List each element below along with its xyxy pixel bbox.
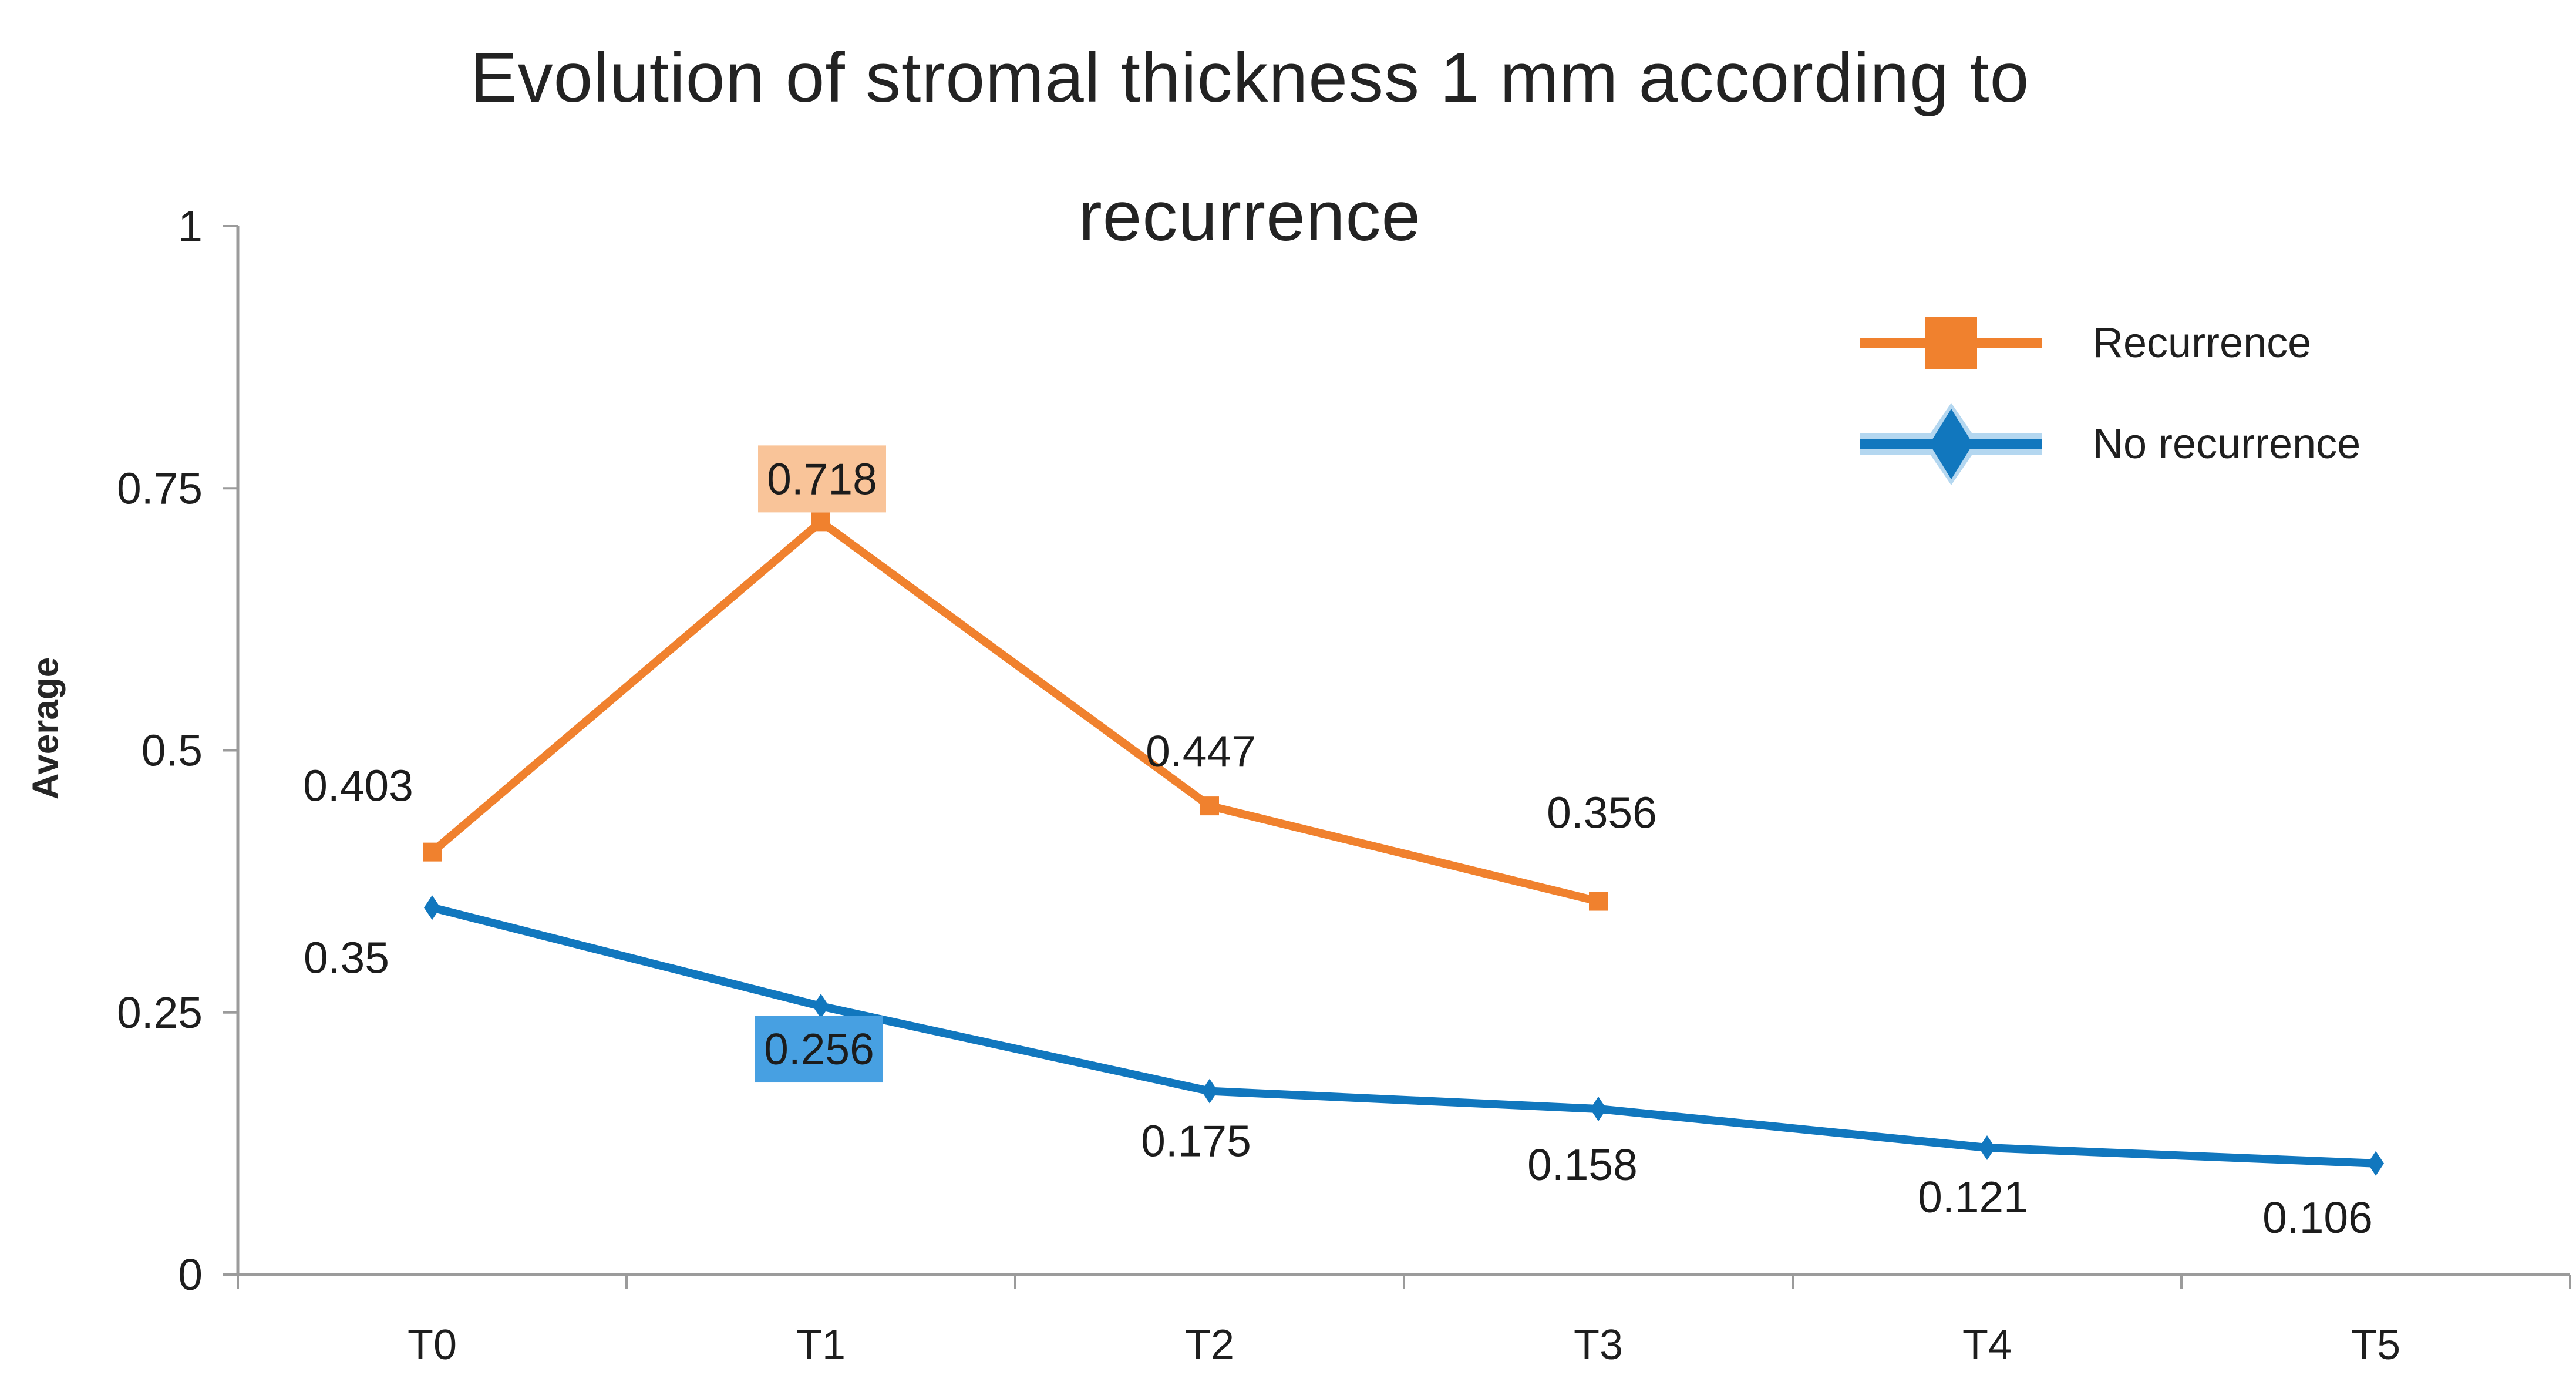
chart-title-line-1: Evolution of stromal thickness 1 mm acco… <box>470 38 2030 117</box>
legend-item-recurrence: Recurrence <box>1860 301 2361 385</box>
diamond-marker-icon <box>1979 1135 1995 1161</box>
data-label: 0.121 <box>1918 1172 2028 1222</box>
legend-label-recurrence: Recurrence <box>2093 320 2312 367</box>
data-label: 0.403 <box>303 761 413 811</box>
x-tick-label: T2 <box>1185 1322 1234 1369</box>
chart-title-line-2: recurrence <box>1078 177 1422 255</box>
square-marker-icon <box>1200 796 1219 816</box>
y-tick-label: 0.5 <box>142 726 203 775</box>
no-recurrence-line-marker-icon <box>1860 403 2042 485</box>
legend-label-no-recurrence: No recurrence <box>2093 421 2361 468</box>
diamond-marker-icon <box>2368 1151 2384 1176</box>
data-label: 0.35 <box>304 933 389 982</box>
series-line-no-recurrence <box>428 903 2380 1168</box>
chart-legend: Recurrence No recurrence <box>1860 301 2361 503</box>
data-label-box <box>755 1016 883 1083</box>
data-label: 0.718 <box>767 454 877 503</box>
x-tick-label: T0 <box>408 1322 457 1369</box>
data-label-box <box>758 445 886 513</box>
x-tick-label: T1 <box>796 1322 846 1369</box>
data-label: 0.158 <box>1527 1140 1638 1189</box>
diamond-marker-icon <box>1201 1078 1218 1104</box>
chart-title: Evolution of stromal thickness 1 mm acco… <box>0 8 2538 285</box>
recurrence-line-marker-icon <box>1860 317 2042 369</box>
legend-item-no-recurrence: No recurrence <box>1860 402 2361 486</box>
data-label: 0.356 <box>1547 788 1657 838</box>
square-marker-icon <box>811 512 830 532</box>
x-tick-label: T5 <box>2351 1322 2400 1369</box>
square-marker-icon <box>1589 892 1608 911</box>
data-label: 0.175 <box>1141 1117 1251 1166</box>
diamond-marker-icon <box>424 895 440 920</box>
x-tick-label: T3 <box>1574 1322 1623 1369</box>
y-tick-label: 0.25 <box>117 988 203 1037</box>
diamond-marker-icon <box>813 994 829 1019</box>
y-tick-label: 0.75 <box>117 463 203 513</box>
diamond-marker-icon <box>1590 1096 1607 1121</box>
x-tick-label: T4 <box>1962 1322 2012 1369</box>
data-label: 0.447 <box>1146 727 1256 776</box>
data-label: 0.106 <box>2262 1193 2373 1242</box>
square-marker-icon <box>423 842 442 862</box>
data-label: 0.256 <box>764 1024 874 1074</box>
y-tick-label: 1 <box>178 201 203 251</box>
series-line-recurrence <box>428 517 1602 906</box>
y-tick-label: 0 <box>178 1250 203 1299</box>
